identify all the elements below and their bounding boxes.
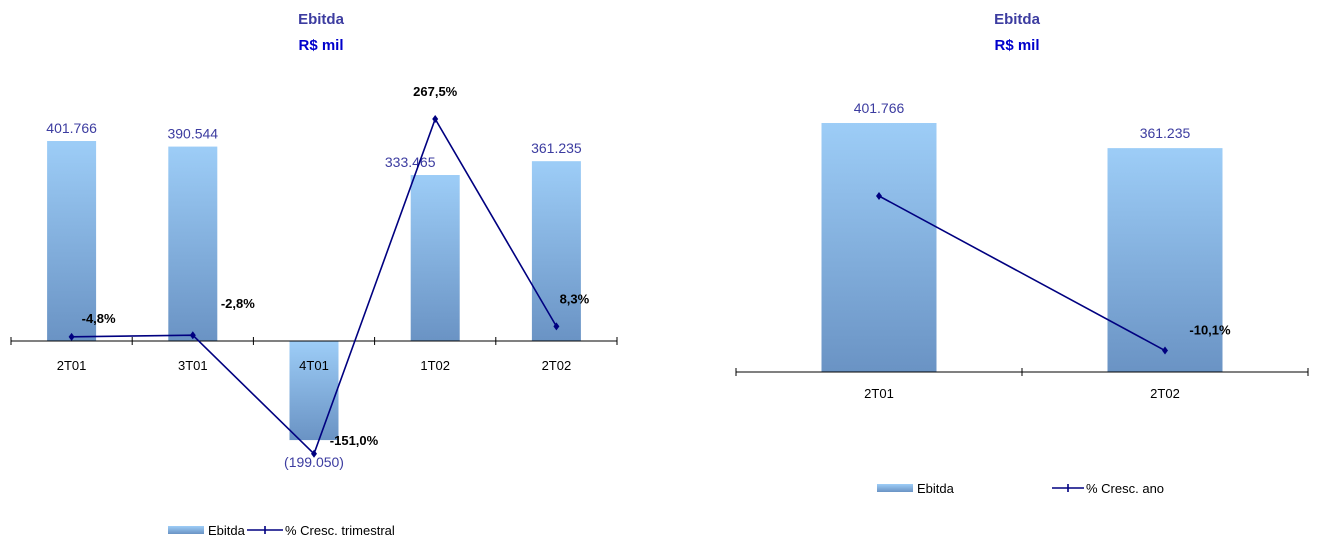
chart1-bar-1T02	[410, 175, 460, 341]
chart2-pct-label-2T02: -10,1%	[1189, 323, 1231, 338]
chart1-bar-2T02	[531, 161, 581, 341]
chart1-legend-bar-swatch	[168, 526, 204, 534]
chart2-value-label-2T02: 361.235	[1140, 125, 1191, 141]
chart2-line-growth	[878, 195, 1166, 352]
chart2-subtitle: R$ mil	[994, 37, 1039, 54]
chart-ebitda-annual: Ebitda R$ mil 401.766 361.235 2T01 2T02 -10,1%…	[735, 11, 1309, 496]
chart1-bar-2T01	[47, 141, 97, 341]
chart1-value-label-2T02: 361.235	[531, 140, 582, 156]
chart1-value-label-2T01: 401.766	[46, 120, 97, 136]
chart1-subtitle: R$ mil	[298, 37, 343, 54]
chart2-tick-label-2T01: 2T01	[864, 386, 894, 401]
chart2-title: Ebitda	[994, 11, 1040, 28]
chart1-bar-4T01	[289, 341, 339, 441]
chart2-bar-2T01	[821, 123, 937, 372]
chart2-legend-line-label: % Cresc. ano	[1086, 481, 1164, 496]
chart1-tick-label-1T02: 1T02	[420, 358, 450, 373]
chart1-bar-3T01	[168, 146, 218, 341]
chart1-line-point-1T02	[432, 115, 439, 123]
chart1-value-label-4T01: (199.050)	[284, 454, 344, 470]
chart1-legend-line-label: % Cresc. trimestral	[285, 523, 395, 538]
chart1-line-point-4T01	[311, 449, 317, 458]
chart2-bar-2T02	[1107, 148, 1223, 372]
chart2-legend-bar-label: Ebitda	[917, 481, 955, 496]
chart2-legend-bar-swatch	[877, 484, 913, 492]
chart1-pct-label-3T01: -2,8%	[221, 296, 255, 311]
chart1-legend-bar-label: Ebitda	[208, 523, 246, 538]
chart1-pct-label-4T01: -151,0%	[330, 433, 379, 448]
chart1-pct-label-1T02: 267,5%	[413, 84, 458, 99]
chart1-pct-label-2T01: -4,8%	[82, 311, 116, 326]
chart1-pct-label-2T02: 8,3%	[560, 291, 590, 306]
chart1-value-label-3T01: 390.544	[167, 126, 218, 142]
chart2-line-point-2T02	[1162, 346, 1168, 355]
chart1-tick-label-4T01: 4T01	[299, 358, 329, 373]
chart2-value-label-2T01: 401.766	[854, 100, 905, 116]
chart-ebitda-quarterly: Ebitda R$ mil 2T01 3T01 4T01 1T02 2T02 401.766 3…	[10, 11, 618, 538]
chart1-tick-label-3T01: 3T01	[178, 358, 208, 373]
chart1-line-point-2T02	[553, 322, 560, 331]
chart1-value-label-1T02: 333.465	[385, 154, 436, 170]
chart1-tick-label-2T01: 2T01	[57, 358, 87, 373]
chart1-tick-label-2T02: 2T02	[542, 358, 572, 373]
chart1-title: Ebitda	[298, 11, 344, 28]
chart1-line-point-3T01	[189, 331, 196, 340]
chart1-line-point-2T01	[68, 332, 75, 341]
chart2-line-point-2T01	[876, 192, 882, 200]
chart2-tick-label-2T02: 2T02	[1150, 386, 1180, 401]
